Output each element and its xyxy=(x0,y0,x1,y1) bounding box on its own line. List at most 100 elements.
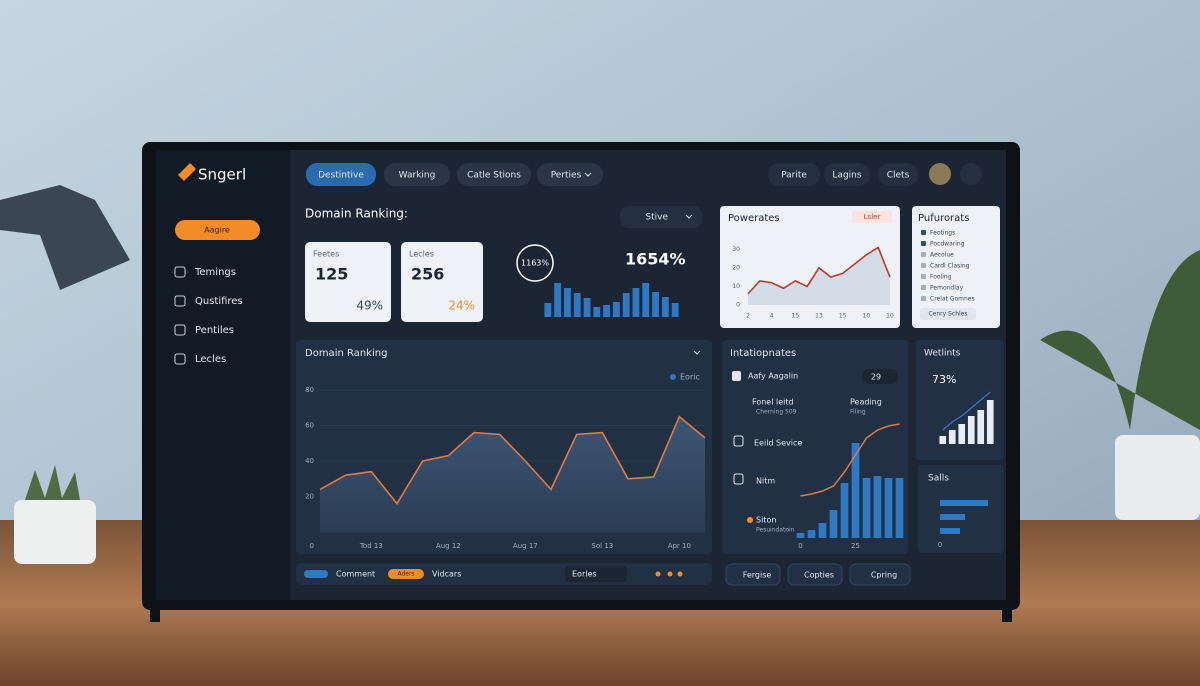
button[interactable] xyxy=(725,563,781,586)
label: Peading xyxy=(850,398,882,407)
label: Copties xyxy=(804,571,834,580)
label: Comment xyxy=(336,570,375,579)
tab[interactable] xyxy=(306,163,376,186)
sidebar xyxy=(156,150,290,600)
button[interactable] xyxy=(849,563,911,586)
top-button[interactable] xyxy=(768,163,820,186)
bar xyxy=(642,283,650,317)
tab-label: Perties xyxy=(551,171,582,181)
label: Feetes xyxy=(313,250,339,259)
label: Crelat Gomnes xyxy=(930,296,975,303)
label: Pocdwaring xyxy=(930,241,965,248)
tab[interactable] xyxy=(457,163,531,186)
label: Pemondlay xyxy=(930,285,964,292)
panel xyxy=(912,206,1000,328)
x-tick-label: 2 xyxy=(746,313,750,320)
y-tick-label: 10 xyxy=(732,283,740,290)
label: Stive xyxy=(645,213,668,223)
label: Aafy Aagalin xyxy=(748,372,798,381)
top-button[interactable] xyxy=(824,163,870,186)
tab-label: Destintive xyxy=(318,171,364,181)
bar xyxy=(829,510,838,538)
bar xyxy=(940,500,988,506)
tab[interactable] xyxy=(537,163,603,186)
card xyxy=(305,242,391,322)
top-button[interactable] xyxy=(878,163,918,186)
bar xyxy=(940,514,965,520)
bar xyxy=(564,288,571,317)
label: Cpring xyxy=(871,571,897,580)
y-tick-label: 30 xyxy=(732,246,740,253)
label: Lagins xyxy=(832,171,861,181)
dropdown[interactable] xyxy=(620,206,702,228)
ring xyxy=(516,244,554,282)
search[interactable] xyxy=(565,566,627,582)
x-tick-label: 0 xyxy=(798,542,802,550)
label: Cherning 509 xyxy=(756,409,797,416)
x-tick-label: Aug 17 xyxy=(513,542,538,550)
icon xyxy=(174,353,186,365)
bullet xyxy=(921,274,926,279)
label: Powerates xyxy=(728,213,780,224)
label: Fonel leitd xyxy=(752,398,794,407)
dashboard: Sngerl Aagire Temings Qustifires Pentiles Lec… xyxy=(174,163,1004,586)
x-tick-label: 15 xyxy=(792,313,800,320)
line xyxy=(747,246,891,295)
more[interactable] xyxy=(960,163,982,185)
avatar[interactable] xyxy=(929,163,951,185)
nav-item[interactable]: Lecles xyxy=(195,354,226,365)
label: Eeild Sevice xyxy=(754,439,802,448)
label: Vidcars xyxy=(432,570,461,579)
bar xyxy=(967,416,975,444)
nav-item[interactable]: Pentiles xyxy=(195,325,234,336)
icon xyxy=(174,324,186,336)
dot xyxy=(677,571,683,577)
label: Aecolue xyxy=(930,252,954,259)
nav-item[interactable]: Qustifires xyxy=(195,296,243,307)
bar xyxy=(554,283,562,317)
label: 1654% xyxy=(625,250,686,269)
label: Intatiopnates xyxy=(730,348,796,359)
label: Fooling xyxy=(930,274,952,281)
x-tick-label: Tod 13 xyxy=(359,542,383,550)
x-tick-label: Sol 13 xyxy=(591,542,613,550)
bar xyxy=(807,530,816,538)
pot-left xyxy=(14,500,96,564)
button[interactable] xyxy=(787,563,843,586)
icon xyxy=(733,435,744,447)
legend-label: Eoric xyxy=(680,373,700,382)
panel xyxy=(918,465,1004,553)
dropdown[interactable] xyxy=(862,369,898,384)
pot-right xyxy=(1115,435,1200,520)
label: Pufurorats xyxy=(918,213,969,224)
bar xyxy=(622,293,630,317)
label: Aders xyxy=(397,571,414,578)
legend-dot xyxy=(670,374,676,380)
label: Domain Ranking xyxy=(305,348,387,359)
chevron xyxy=(693,350,701,355)
label: Fergise xyxy=(743,571,772,580)
bar xyxy=(884,478,893,538)
label: 1163% xyxy=(521,259,549,268)
label: Siton xyxy=(756,516,776,525)
tab[interactable] xyxy=(384,163,450,186)
bar xyxy=(873,476,882,538)
plant-left xyxy=(25,465,80,500)
label: 125 xyxy=(315,265,348,284)
x-tick-label: 13 xyxy=(815,313,823,320)
label: Eorles xyxy=(572,570,597,579)
dot xyxy=(655,571,661,577)
bar xyxy=(593,307,601,317)
button[interactable] xyxy=(920,308,976,320)
bar xyxy=(958,424,966,444)
toggle[interactable] xyxy=(304,570,328,578)
button[interactable] xyxy=(175,220,260,240)
bar xyxy=(632,288,640,317)
bar xyxy=(652,292,659,317)
y-tick-label: 20 xyxy=(732,264,740,271)
nav-item[interactable]: Temings xyxy=(194,267,236,278)
bar xyxy=(977,410,985,444)
